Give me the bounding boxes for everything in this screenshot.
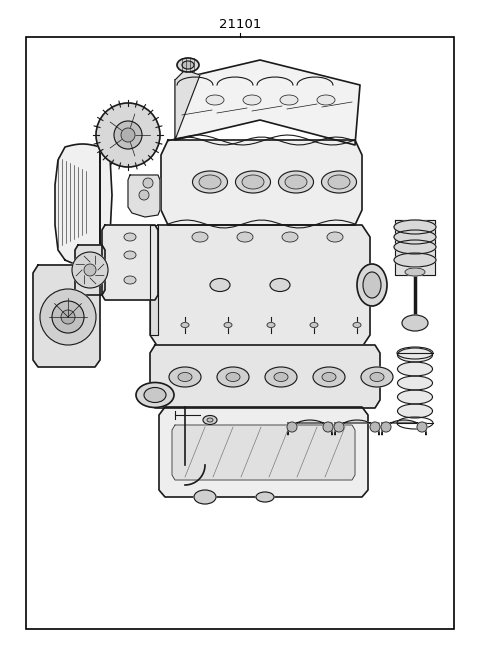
Ellipse shape — [267, 322, 275, 328]
Circle shape — [381, 422, 391, 432]
Ellipse shape — [322, 373, 336, 381]
Polygon shape — [102, 225, 158, 300]
Ellipse shape — [394, 220, 436, 234]
Ellipse shape — [317, 95, 335, 105]
Ellipse shape — [363, 272, 381, 298]
Ellipse shape — [278, 171, 313, 193]
Ellipse shape — [181, 322, 189, 328]
Ellipse shape — [144, 388, 166, 403]
Circle shape — [121, 128, 135, 142]
Circle shape — [114, 121, 142, 149]
Ellipse shape — [394, 253, 436, 267]
Ellipse shape — [397, 363, 432, 375]
Ellipse shape — [402, 315, 428, 331]
Circle shape — [417, 422, 427, 432]
Ellipse shape — [353, 322, 361, 328]
Ellipse shape — [285, 175, 307, 189]
Polygon shape — [159, 407, 368, 497]
Ellipse shape — [136, 383, 174, 407]
Ellipse shape — [397, 391, 432, 403]
Polygon shape — [150, 225, 158, 335]
Circle shape — [139, 190, 149, 200]
Polygon shape — [175, 60, 360, 145]
Ellipse shape — [265, 367, 297, 387]
Ellipse shape — [237, 232, 253, 242]
Circle shape — [40, 289, 96, 345]
Ellipse shape — [394, 240, 436, 254]
Circle shape — [370, 422, 380, 432]
Circle shape — [323, 422, 333, 432]
Ellipse shape — [274, 373, 288, 381]
Polygon shape — [150, 345, 380, 408]
Ellipse shape — [224, 322, 232, 328]
Ellipse shape — [322, 171, 357, 193]
Ellipse shape — [282, 232, 298, 242]
Ellipse shape — [310, 322, 318, 328]
Text: 21101: 21101 — [219, 18, 261, 31]
Ellipse shape — [206, 95, 224, 105]
Polygon shape — [150, 225, 370, 347]
Ellipse shape — [313, 367, 345, 387]
Ellipse shape — [124, 251, 136, 259]
Ellipse shape — [236, 171, 271, 193]
Circle shape — [334, 422, 344, 432]
Ellipse shape — [203, 415, 217, 424]
Ellipse shape — [177, 58, 199, 72]
Ellipse shape — [328, 175, 350, 189]
Ellipse shape — [405, 268, 425, 276]
Polygon shape — [55, 144, 112, 265]
Ellipse shape — [192, 171, 228, 193]
Circle shape — [287, 422, 297, 432]
Polygon shape — [288, 420, 332, 435]
Ellipse shape — [243, 95, 261, 105]
Ellipse shape — [394, 230, 436, 244]
Ellipse shape — [242, 175, 264, 189]
Polygon shape — [335, 420, 379, 435]
Circle shape — [52, 301, 84, 333]
Ellipse shape — [207, 418, 213, 422]
Circle shape — [72, 252, 108, 288]
Circle shape — [84, 264, 96, 276]
Polygon shape — [128, 175, 160, 217]
Ellipse shape — [256, 492, 274, 502]
Ellipse shape — [357, 264, 387, 306]
Ellipse shape — [270, 278, 290, 291]
Circle shape — [143, 178, 153, 188]
Ellipse shape — [199, 175, 221, 189]
Ellipse shape — [169, 367, 201, 387]
Ellipse shape — [226, 373, 240, 381]
Polygon shape — [172, 425, 355, 480]
Polygon shape — [33, 265, 100, 367]
Ellipse shape — [280, 95, 298, 105]
Circle shape — [61, 310, 75, 324]
Ellipse shape — [124, 276, 136, 284]
Ellipse shape — [182, 61, 194, 69]
Circle shape — [96, 103, 160, 167]
Ellipse shape — [192, 232, 208, 242]
Ellipse shape — [124, 233, 136, 241]
Ellipse shape — [217, 367, 249, 387]
Polygon shape — [161, 140, 362, 225]
Ellipse shape — [210, 278, 230, 291]
Bar — [26, 37, 454, 629]
Polygon shape — [175, 70, 200, 140]
Ellipse shape — [194, 490, 216, 504]
Ellipse shape — [327, 232, 343, 242]
Ellipse shape — [397, 349, 432, 361]
Ellipse shape — [361, 367, 393, 387]
Polygon shape — [75, 245, 105, 295]
Ellipse shape — [397, 377, 432, 389]
Polygon shape — [382, 420, 426, 435]
Ellipse shape — [397, 405, 432, 417]
Ellipse shape — [178, 373, 192, 381]
Polygon shape — [395, 220, 435, 275]
Ellipse shape — [370, 373, 384, 381]
